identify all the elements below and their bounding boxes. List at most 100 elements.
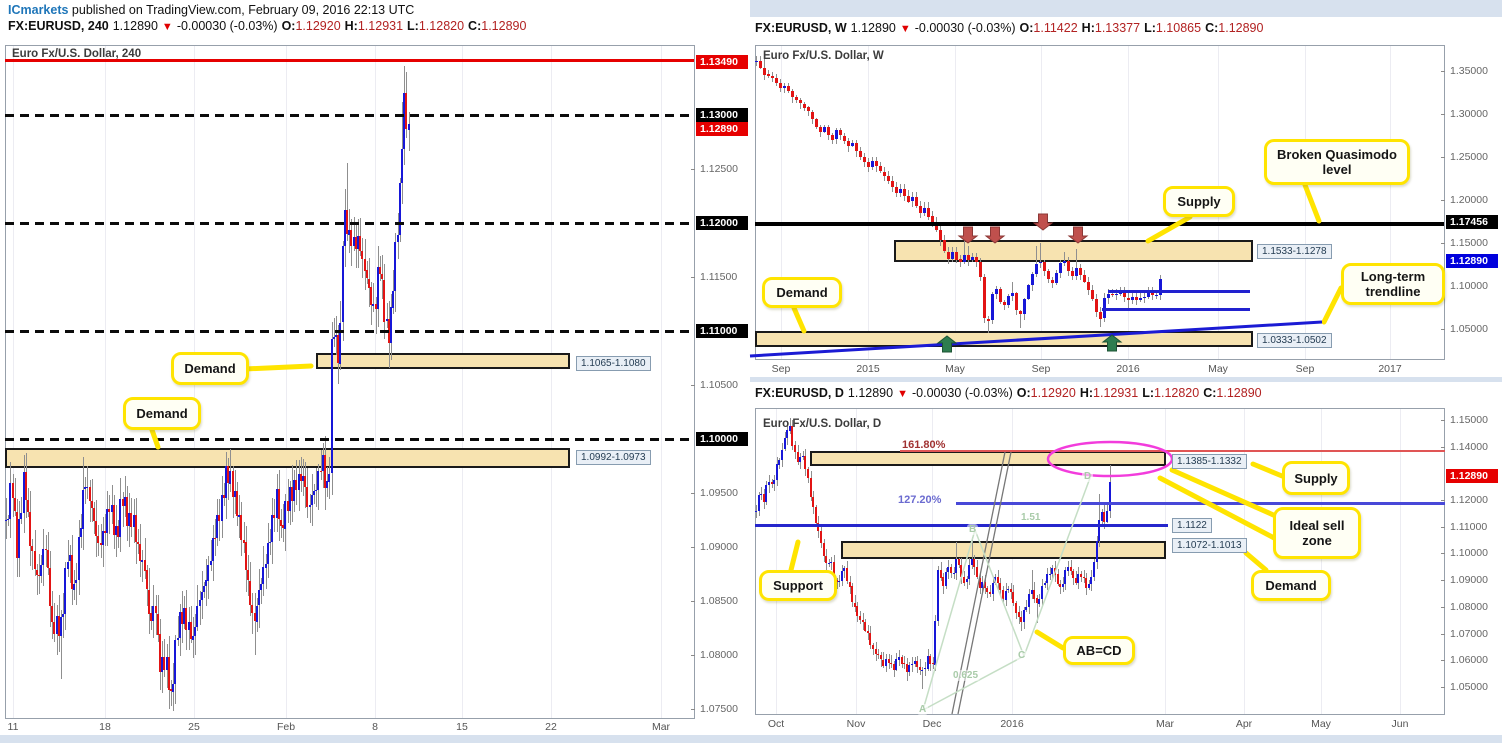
candle xyxy=(827,127,830,135)
candle-wick xyxy=(76,563,77,605)
y-axis-label: 1.05000 xyxy=(1450,323,1488,335)
candle xyxy=(38,575,40,576)
supply-demand-zone xyxy=(810,451,1166,466)
candle xyxy=(320,471,322,472)
candle xyxy=(992,583,994,594)
x-axis-label: 22 xyxy=(545,721,557,733)
candle xyxy=(218,515,220,521)
candle xyxy=(229,471,231,484)
candle-wick xyxy=(105,514,106,546)
supply-demand-zone xyxy=(755,331,1253,347)
candle xyxy=(807,469,809,478)
candle xyxy=(995,289,998,294)
candle xyxy=(775,78,778,83)
candle-wick xyxy=(70,545,71,583)
candle xyxy=(1028,594,1030,607)
candle xyxy=(883,172,886,176)
gridline xyxy=(868,46,869,359)
candle xyxy=(236,491,238,516)
candle xyxy=(40,565,42,576)
candle xyxy=(31,546,33,551)
candle xyxy=(339,323,341,364)
candle xyxy=(891,181,894,187)
candle-wick xyxy=(261,578,262,604)
candle xyxy=(89,487,91,501)
candle xyxy=(843,568,845,571)
dashed-level-line xyxy=(5,438,694,441)
gridline xyxy=(661,46,662,718)
gridline xyxy=(1400,409,1401,714)
candle xyxy=(935,222,938,230)
candle xyxy=(1103,512,1105,522)
header-segment: 1.12890 xyxy=(1218,21,1264,35)
annotation-callout: Long-term trendline xyxy=(1341,263,1445,305)
candle xyxy=(258,590,260,605)
candle xyxy=(765,485,767,502)
header-segment: C: xyxy=(1205,21,1219,35)
axis-tick xyxy=(1441,329,1445,330)
candle-wick xyxy=(1026,600,1027,612)
candle xyxy=(937,570,939,621)
candle xyxy=(190,622,192,639)
candle-wick xyxy=(125,476,126,517)
candle xyxy=(989,592,991,594)
candle xyxy=(890,663,892,664)
axis-tick xyxy=(691,547,695,548)
candle xyxy=(835,130,838,139)
gridline xyxy=(105,46,106,718)
candle xyxy=(168,657,170,690)
pattern-point-label: 0.625 xyxy=(951,670,981,681)
header-segment: -0.00030 (-0.03%) xyxy=(911,386,1013,400)
candle xyxy=(359,236,361,251)
publisher-brand[interactable]: ICmarkets xyxy=(8,3,69,17)
candle xyxy=(401,149,403,183)
candle xyxy=(372,304,374,306)
candle xyxy=(968,565,970,579)
candle-wick xyxy=(964,240,965,264)
candle xyxy=(322,455,324,471)
candle xyxy=(916,661,918,667)
candle xyxy=(1107,294,1110,298)
candle xyxy=(950,567,952,573)
x-axis-label: 2017 xyxy=(1378,363,1402,375)
candle-wick xyxy=(1156,290,1157,299)
candle xyxy=(216,515,218,538)
candle xyxy=(100,543,102,545)
x-axis-label: May xyxy=(1311,718,1331,730)
annotation-callout: Supply xyxy=(1282,461,1350,495)
candle xyxy=(841,571,843,581)
candle xyxy=(975,257,978,262)
candle xyxy=(923,208,926,213)
price-range-label: 1.1065-1.1080 xyxy=(576,356,651,371)
candle xyxy=(817,523,819,531)
price-range-label: 1.0992-1.0973 xyxy=(576,450,651,465)
candle xyxy=(849,582,851,587)
candle xyxy=(791,426,793,446)
candle-wick xyxy=(387,303,388,328)
candle xyxy=(1115,294,1118,295)
header-segment: 1.12931 xyxy=(1093,386,1139,400)
candle xyxy=(945,572,947,586)
horizontal-line xyxy=(755,524,1168,527)
horizontal-line xyxy=(755,222,1444,226)
header-segment: 1.12890 xyxy=(112,19,158,33)
candle xyxy=(1055,273,1058,283)
horizontal-line xyxy=(1108,290,1250,293)
candle xyxy=(36,570,38,575)
y-axis-label: 1.20000 xyxy=(1450,194,1488,206)
axis-tick xyxy=(1441,660,1445,661)
callout-text: Broken Quasimodo xyxy=(1277,147,1397,162)
candle xyxy=(199,600,201,606)
candle xyxy=(113,505,115,535)
x-axis-label: Feb xyxy=(276,721,296,733)
candle xyxy=(820,531,822,543)
y-axis-label: 1.10000 xyxy=(1450,280,1488,292)
candle xyxy=(802,456,804,457)
candle xyxy=(934,621,936,665)
candle xyxy=(183,608,185,624)
candle xyxy=(1072,571,1074,578)
candle xyxy=(939,230,942,240)
horizontal-line xyxy=(956,502,1445,505)
candle xyxy=(115,526,117,535)
candle xyxy=(768,482,770,485)
